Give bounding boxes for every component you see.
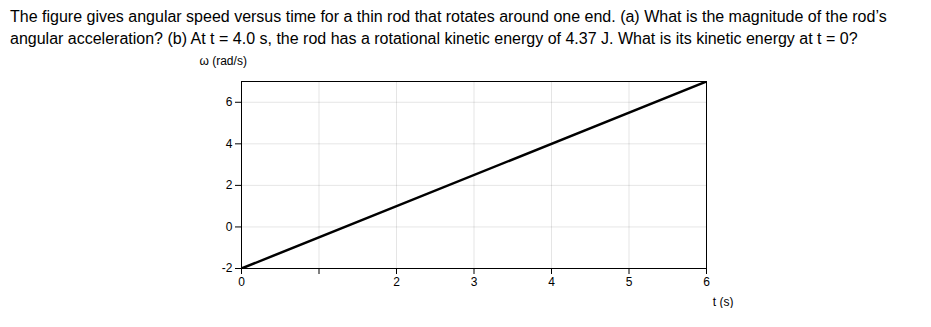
- svg-text:0: 0: [225, 220, 232, 234]
- svg-text:3: 3: [470, 275, 477, 289]
- svg-text:2: 2: [225, 178, 232, 192]
- svg-text:t (s): t (s): [712, 295, 733, 309]
- svg-text:2: 2: [393, 275, 400, 289]
- svg-text:4: 4: [548, 275, 555, 289]
- svg-text:ω (rad/s): ω (rad/s): [199, 54, 246, 68]
- svg-text:6: 6: [703, 275, 710, 289]
- html-text:The figure gives angular speed: The figure gives angular speed versus ti…: [10, 8, 887, 47]
- svg-text:5: 5: [625, 275, 632, 289]
- svg-text:-2: -2: [221, 262, 232, 276]
- svg-text:0: 0: [238, 275, 245, 289]
- svg-text:6: 6: [225, 95, 232, 109]
- svg-text:4: 4: [225, 137, 232, 151]
